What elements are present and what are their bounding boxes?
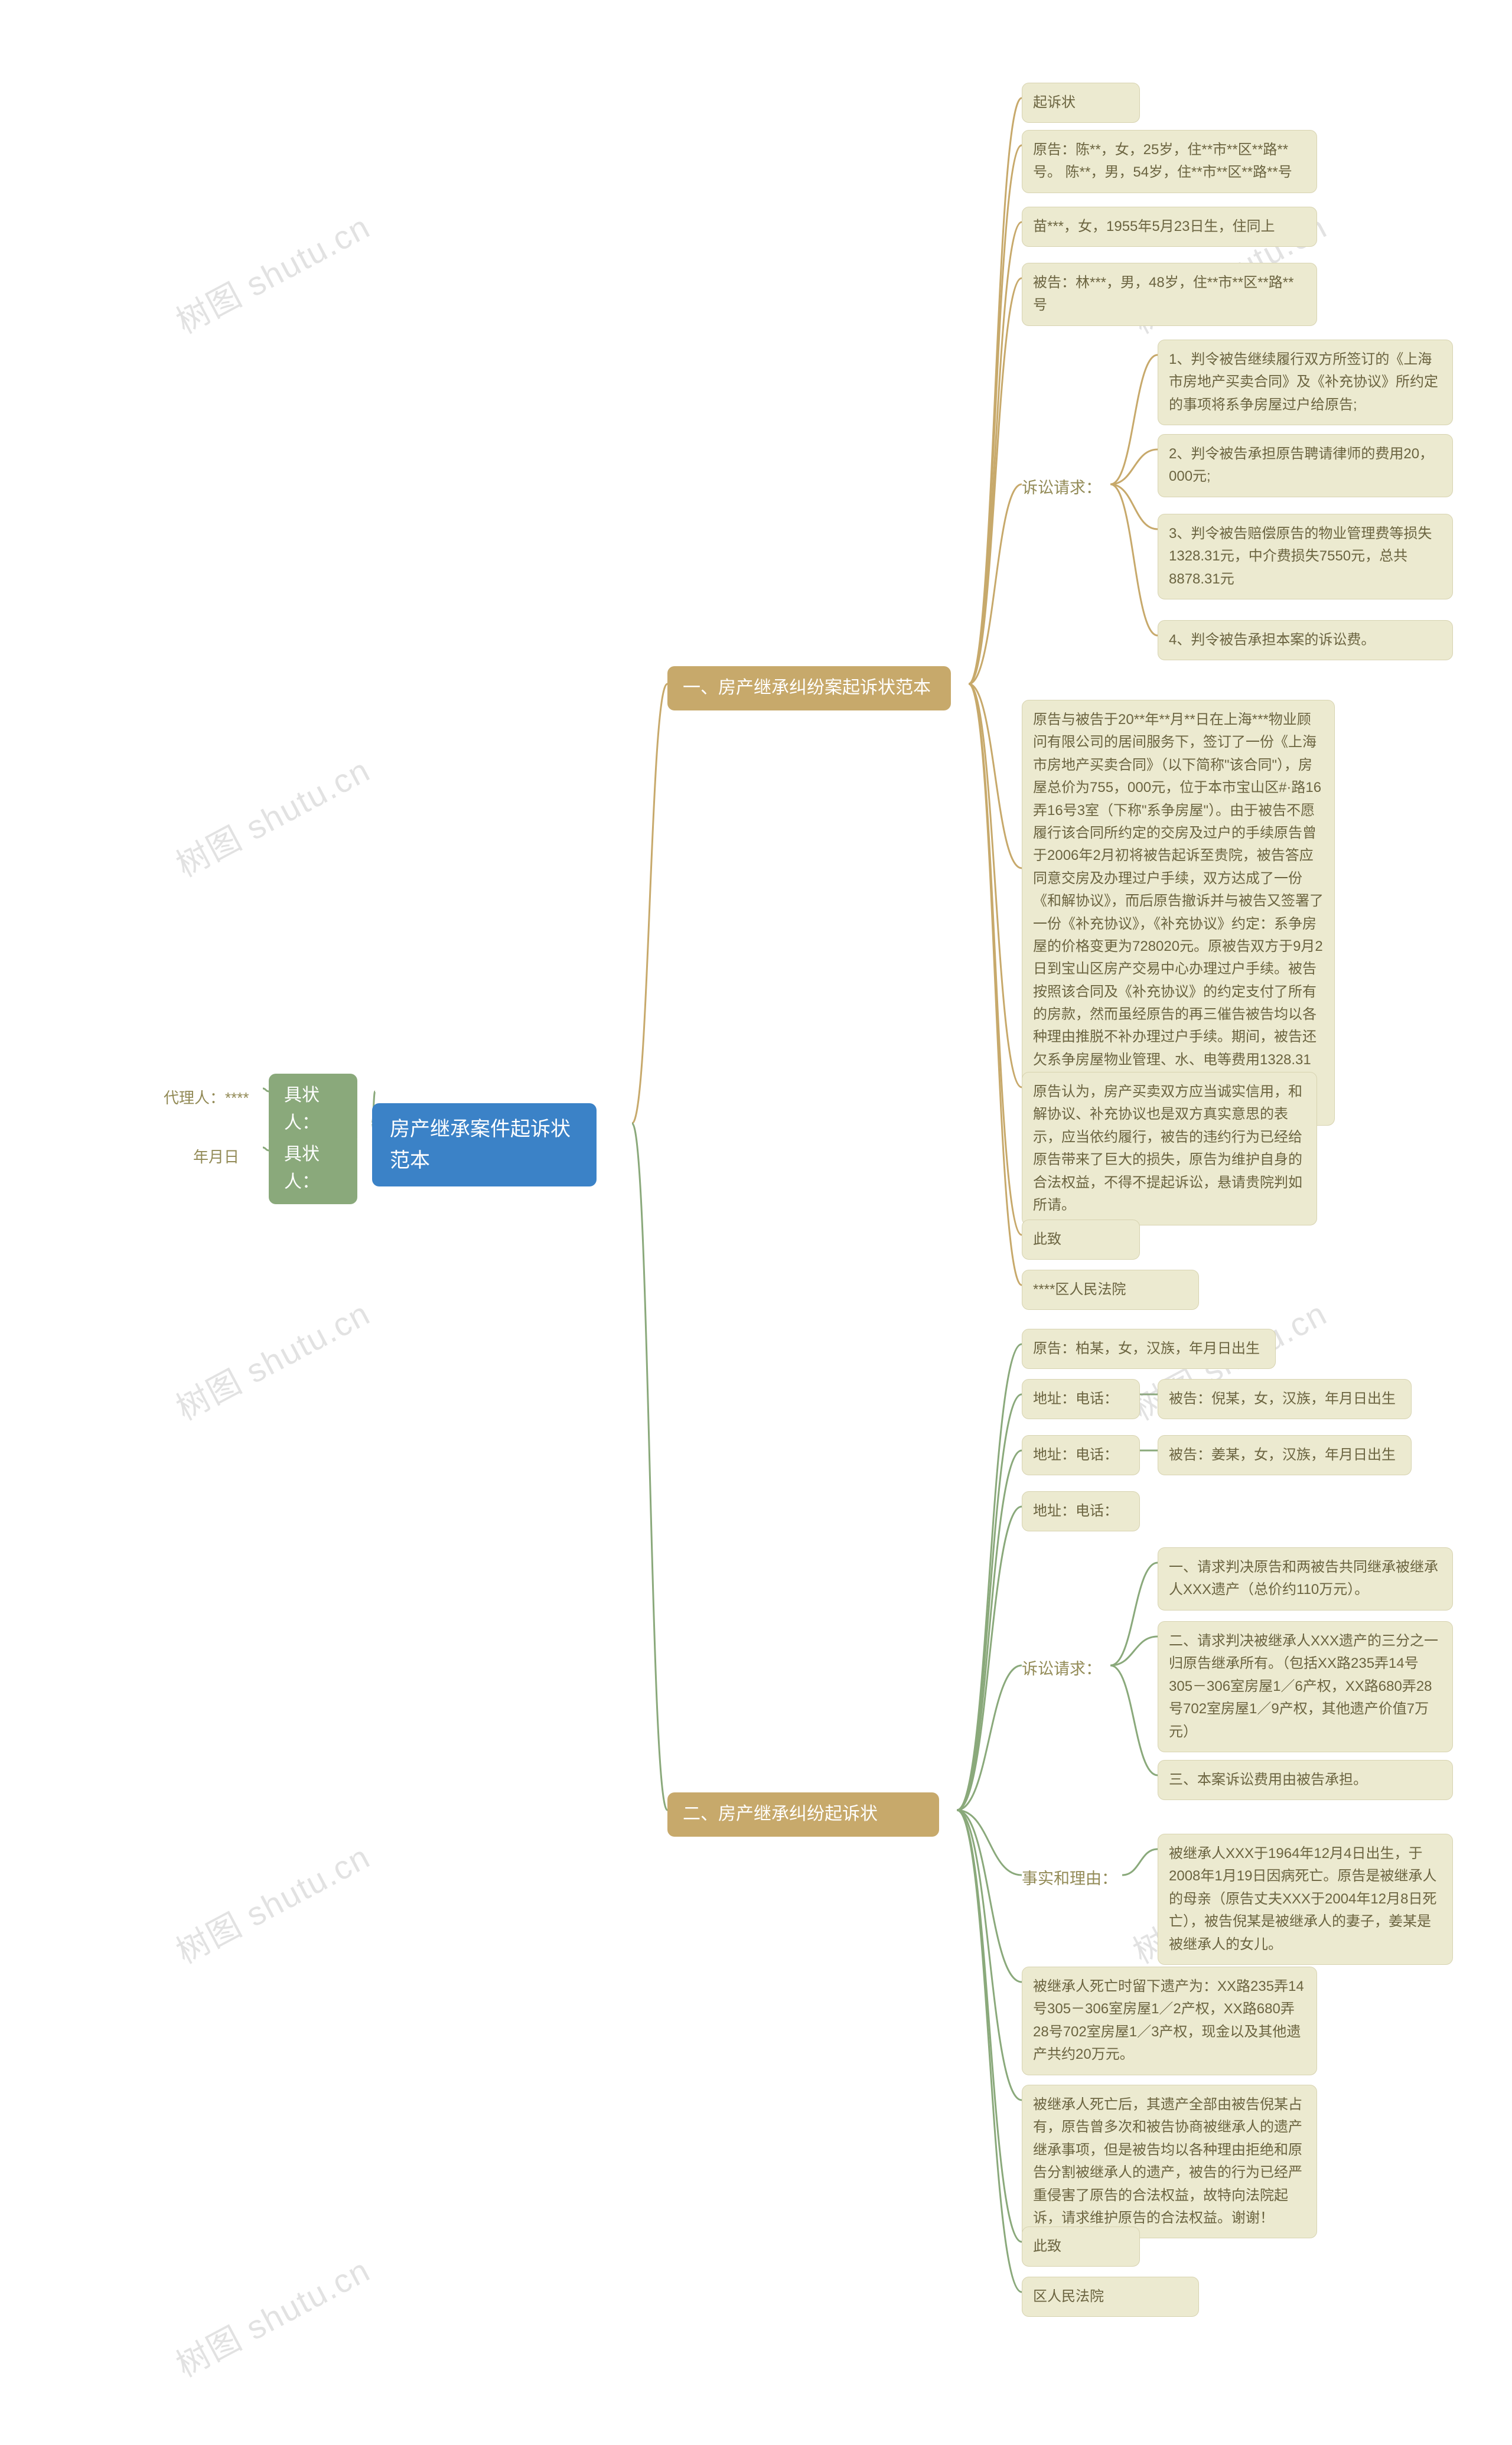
leaf-node[interactable]: 区人民法院	[1022, 2277, 1199, 2317]
section1-suqiu-label: 诉讼请求：	[1022, 472, 1122, 504]
leaf-node[interactable]: 2、判令被告承担原告聘请律师的费用20，000元;	[1158, 434, 1453, 497]
leaf-node[interactable]: 被继承人XXX于1964年12月4日出生，于2008年1月19日因病死亡。原告是…	[1158, 1834, 1453, 1965]
left-tail: 代理人：****	[151, 1078, 263, 1118]
leaf-node[interactable]: 被继承人死亡时留下遗产为：XX路235弄14号305－306室房屋1／2产权，X…	[1022, 1967, 1317, 2075]
leaf-node[interactable]: 被告：倪某，女，汉族，年月日出生	[1158, 1379, 1412, 1419]
leaf-node[interactable]: 苗***，女，1955年5月23日生，住同上	[1022, 207, 1317, 247]
left-node[interactable]: 具状人：	[269, 1133, 357, 1204]
leaf-node[interactable]: 4、判令被告承担本案的诉讼费。	[1158, 620, 1453, 660]
section1-title[interactable]: 一、房产继承纠纷案起诉状范本	[667, 666, 951, 710]
leaf-node[interactable]: 二、请求判决被继承人XXX遗产的三分之一归原告继承所有。（包括XX路235弄14…	[1158, 1621, 1453, 1752]
leaf-node[interactable]: 3、判令被告赔偿原告的物业管理费等损失1328.31元，中介费损失7550元，总…	[1158, 514, 1453, 599]
left-tail: 年月日	[180, 1137, 263, 1177]
leaf-node[interactable]: 原告：柏某，女，汉族，年月日出生	[1022, 1329, 1276, 1369]
section2-title[interactable]: 二、房产继承纠纷起诉状	[667, 1792, 939, 1837]
leaf-node[interactable]: 1、判令被告继续履行双方所签订的《上海市房地产买卖合同》及《补充协议》所约定的事…	[1158, 340, 1453, 425]
leaf-node[interactable]: 被告：姜某，女，汉族，年月日出生	[1158, 1435, 1412, 1475]
section2-shishi-label: 事实和理由：	[1022, 1863, 1140, 1895]
leaf-node[interactable]: 被继承人死亡后，其遗产全部由被告倪某占有，原告曾多次和被告协商被继承人的遗产继承…	[1022, 2085, 1317, 2238]
leaf-node[interactable]: 地址：电话：	[1022, 1491, 1140, 1531]
leaf-node[interactable]: 起诉状	[1022, 83, 1140, 123]
leaf-node[interactable]: 此致	[1022, 2226, 1140, 2267]
leaf-node[interactable]: 一、请求判决原告和两被告共同继承被继承人XXX遗产（总价约110万元）。	[1158, 1547, 1453, 1611]
root-node[interactable]: 房产继承案件起诉状范本	[372, 1103, 597, 1186]
leaf-node[interactable]: 被告：林***，男，48岁，住**市**区**路**号	[1022, 263, 1317, 326]
leaf-node[interactable]: 三、本案诉讼费用由被告承担。	[1158, 1760, 1453, 1800]
section2-suqiu-label: 诉讼请求：	[1022, 1654, 1122, 1686]
leaf-node[interactable]: 地址：电话：	[1022, 1435, 1140, 1475]
leaf-node[interactable]: 原告：陈**，女，25岁，住**市**区**路**号。 陈**，男，54岁，住*…	[1022, 130, 1317, 193]
leaf-node[interactable]: 原告与被告于20**年**月**日在上海***物业顾问有限公司的居间服务下，签订…	[1022, 700, 1335, 1126]
leaf-node[interactable]: 地址：电话：	[1022, 1379, 1140, 1419]
leaf-node[interactable]: 原告认为，房产买卖双方应当诚实信用，和解协议、补充协议也是双方真实意思的表示，应…	[1022, 1072, 1317, 1225]
leaf-node[interactable]: ****区人民法院	[1022, 1270, 1199, 1310]
leaf-node[interactable]: 此致	[1022, 1220, 1140, 1260]
